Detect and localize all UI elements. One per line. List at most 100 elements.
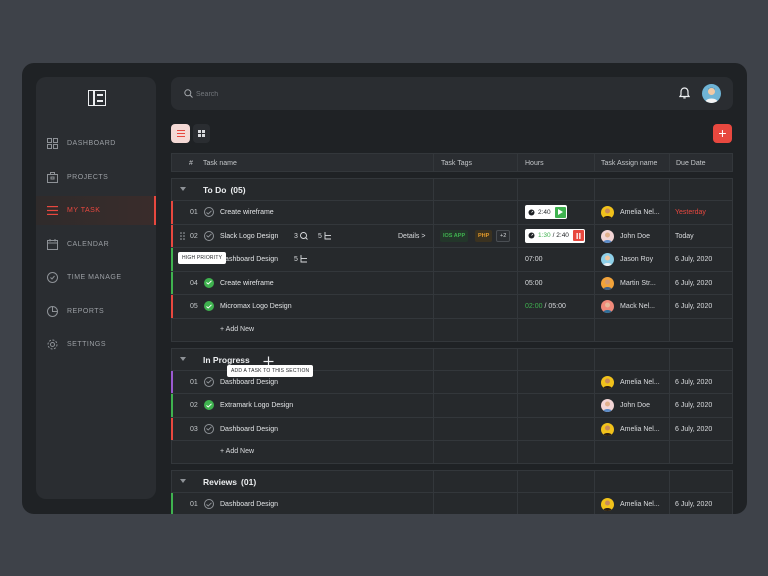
add-new-link[interactable]: + Add New [220, 448, 255, 455]
assignee-name: Amelia Nel... [620, 425, 660, 433]
row-number: 01 [190, 378, 198, 386]
task-name[interactable]: Dashboard Design [220, 501, 278, 508]
add-task-button[interactable]: + [713, 124, 732, 143]
task-name[interactable]: Slack Logo Design [220, 232, 279, 240]
task-name[interactable]: Dashboard Design [220, 378, 278, 386]
gear-icon [45, 338, 59, 352]
table-header: # Task name Task Tags Hours Task Assign … [171, 153, 733, 172]
hours-total: / 05:00 [544, 303, 566, 310]
check-circle-icon[interactable] [204, 277, 214, 288]
sidebar-nav: DASHBOARD PROJECTS MY TASK CALENDAR [36, 129, 156, 364]
task-name[interactable]: Create wireframe [220, 209, 274, 216]
subtask-icon[interactable] [324, 231, 332, 242]
sidebar-item-label: DASHBOARD [67, 140, 116, 147]
row-number: 02 [190, 402, 198, 409]
avatar [601, 206, 614, 219]
check-circle-icon[interactable] [204, 207, 214, 217]
avatar [601, 498, 614, 511]
table-row[interactable]: 02 Extramark Logo Design John Doe 6 July… [171, 394, 732, 418]
avatar [601, 229, 614, 243]
search-input[interactable] [196, 87, 436, 101]
attachment-icon[interactable] [300, 231, 308, 242]
add-new-link[interactable]: + Add New [220, 325, 255, 333]
assignee-name: John Doe [620, 402, 650, 409]
table-row[interactable]: 01 Create wireframe 2:40 Amelia Nel... Y… [171, 201, 732, 225]
task-name[interactable]: Extramark Logo Design [220, 402, 294, 409]
due-date: 6 July, 2020 [675, 279, 713, 287]
row-number: 02 [190, 232, 198, 240]
due-date: 6 July, 2020 [675, 501, 713, 508]
stopwatch-icon [528, 209, 535, 215]
sidebar-item-dashboard[interactable]: DASHBOARD [36, 129, 156, 158]
section-title: To Do (05) [203, 185, 246, 195]
grid-icon [198, 130, 205, 137]
check-circle-icon[interactable] [204, 423, 214, 434]
sidebar: DASHBOARD PROJECTS MY TASK CALENDAR [36, 77, 156, 499]
hours-value: 07:00 [525, 256, 543, 263]
sidebar-item-reports[interactable]: REPORTS [36, 297, 156, 326]
table-row[interactable]: 05 Micromax Logo Design 02:00 / 05:00 Ma… [171, 295, 732, 319]
drag-handle-icon[interactable] [180, 231, 185, 242]
avatar[interactable] [702, 84, 721, 103]
grid-view-button[interactable] [193, 124, 210, 143]
sidebar-item-label: CALENDAR [67, 240, 110, 248]
table-row[interactable]: 04 Create wireframe 05:00 Martin Str... … [171, 271, 732, 295]
avatar [601, 276, 614, 290]
table-row[interactable]: 02 Slack Logo Design 3 5 Details > IOS A… [171, 224, 732, 248]
assignee-name: Amelia Nel... [620, 378, 660, 386]
add-new-task[interactable]: + Add New [172, 441, 732, 463]
column-header-assignee: Task Assign name [601, 160, 658, 167]
task-name[interactable]: Micromax Logo Design [220, 303, 292, 310]
task-name[interactable]: Create wireframe [220, 279, 274, 287]
check-circle-icon[interactable] [204, 400, 214, 410]
briefcase-icon [45, 170, 59, 184]
sidebar-item-settings[interactable]: SETTINGS [36, 330, 156, 359]
assignee-name: Mack Nel... [620, 303, 656, 310]
due-date: 6 July, 2020 [675, 303, 713, 310]
hours-value: 02:00 / 05:00 [525, 303, 566, 310]
plus-icon[interactable] [263, 354, 274, 372]
check-circle-icon[interactable] [204, 376, 214, 387]
more-tags-badge[interactable]: +2 [496, 229, 511, 242]
sidebar-item-time-manage[interactable]: TIME MANAGE [36, 263, 156, 292]
due-date: 6 July, 2020 [675, 425, 713, 433]
check-circle-icon[interactable] [204, 499, 214, 509]
play-icon[interactable] [554, 206, 566, 218]
sidebar-item-calendar[interactable]: CALENDAR [36, 230, 156, 259]
sidebar-item-projects[interactable]: PROJECTS [36, 163, 156, 192]
search-icon [184, 89, 193, 98]
stopwatch-icon [528, 232, 535, 239]
table-row[interactable]: 01 Dashboard Design Amelia Nel... 6 July… [171, 493, 732, 514]
task-timer[interactable]: 2:40 [525, 205, 567, 219]
table-row[interactable]: 03 Dashboard Design 5 07:00 Jason Roy 6 … [171, 248, 732, 272]
collapse-icon[interactable] [180, 187, 186, 191]
tooltip-high-priority: HIGH PRIORITY [178, 252, 227, 264]
section-in-progress: In Progress 01 Dashboard Design Amelia N… [171, 347, 733, 464]
logo-icon[interactable] [88, 90, 106, 106]
section-count: (01) [241, 477, 257, 487]
tag-badge[interactable]: PHP [475, 229, 493, 242]
task-timer[interactable]: 1:30 / 2:40 [525, 228, 585, 243]
timer-value: 2:40 [538, 208, 551, 216]
app-window: DASHBOARD PROJECTS MY TASK CALENDAR [22, 63, 747, 514]
column-header-task-tags: Task Tags [441, 160, 472, 167]
collapse-icon[interactable] [180, 356, 186, 361]
collapse-icon[interactable] [180, 479, 186, 483]
task-name[interactable]: Dashboard Design [220, 425, 278, 433]
details-link[interactable]: Details > [398, 232, 426, 240]
tag-badge[interactable]: IOS APP [440, 229, 469, 242]
list-view-button[interactable] [171, 124, 190, 143]
subtask-icon[interactable] [300, 255, 308, 265]
bell-icon[interactable] [679, 87, 690, 99]
add-new-task[interactable]: + Add New [172, 318, 732, 341]
sidebar-item-my-task[interactable]: MY TASK [36, 196, 156, 225]
table-row[interactable]: 03 Dashboard Design Amelia Nel... 6 July… [171, 417, 732, 441]
list-icon [176, 130, 185, 137]
check-circle-icon[interactable] [204, 301, 214, 311]
column-header-task-name: Task name [203, 160, 237, 167]
pause-icon[interactable] [572, 230, 584, 241]
section-todo: To Do (05) 01 Create wireframe 2:40 Ameli… [171, 178, 733, 342]
table-row[interactable]: 01 Dashboard Design Amelia Nel... 6 July… [171, 364, 732, 394]
task-name[interactable]: Dashboard Design [220, 256, 278, 263]
check-circle-icon[interactable] [204, 230, 214, 241]
